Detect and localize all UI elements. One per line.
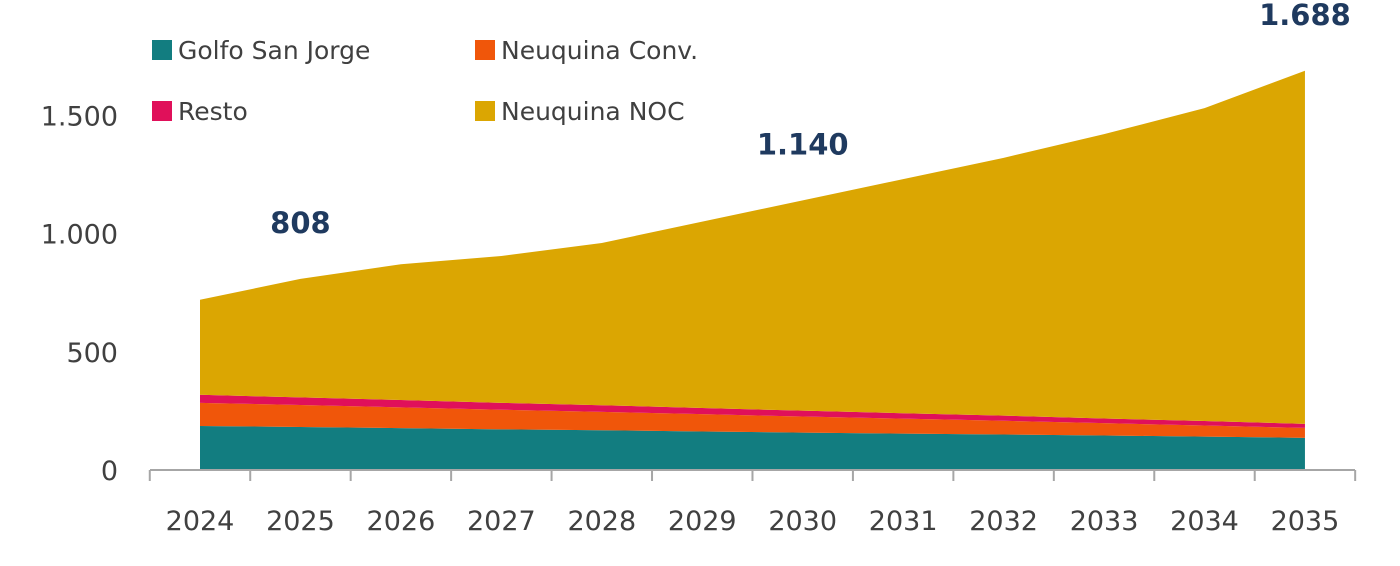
x-tick-label: 2033	[1070, 506, 1139, 537]
x-tick-label: 2032	[969, 506, 1038, 537]
legend-swatch	[475, 101, 495, 121]
x-tick-label: 2024	[166, 506, 235, 537]
y-tick-label: 500	[66, 338, 118, 369]
legend-swatch	[152, 101, 172, 121]
legend-swatch	[152, 40, 172, 60]
legend-swatch	[475, 40, 495, 60]
data-label-total: 1.140	[757, 127, 849, 161]
area-series-resto	[200, 394, 1305, 428]
x-tick-label: 2034	[1170, 506, 1239, 537]
x-tick-label: 2035	[1271, 506, 1340, 537]
y-tick-label: 1.500	[41, 101, 118, 132]
legend-label: Neuquina NOC	[501, 97, 685, 126]
x-tick-label: 2026	[367, 506, 436, 537]
area-series-neuquina-conv-	[200, 402, 1305, 438]
legend-label: Resto	[178, 97, 248, 126]
area-series-golfo-san-jorge	[200, 426, 1305, 470]
x-tick-label: 2027	[467, 506, 536, 537]
legend-label: Neuquina Conv.	[501, 36, 698, 65]
x-tick-label: 2028	[567, 506, 636, 537]
x-tick-label: 2030	[768, 506, 837, 537]
x-tick-label: 2029	[668, 506, 737, 537]
x-tick-label: 2031	[869, 506, 938, 537]
data-label-total: 808	[270, 206, 331, 240]
x-tick-label: 2025	[266, 506, 335, 537]
data-label-total: 1.688	[1259, 0, 1351, 32]
y-tick-label: 0	[101, 456, 118, 487]
area-series-neuquina-noc	[200, 70, 1305, 424]
y-tick-label: 1.000	[41, 220, 118, 251]
legend-label: Golfo San Jorge	[178, 36, 370, 65]
